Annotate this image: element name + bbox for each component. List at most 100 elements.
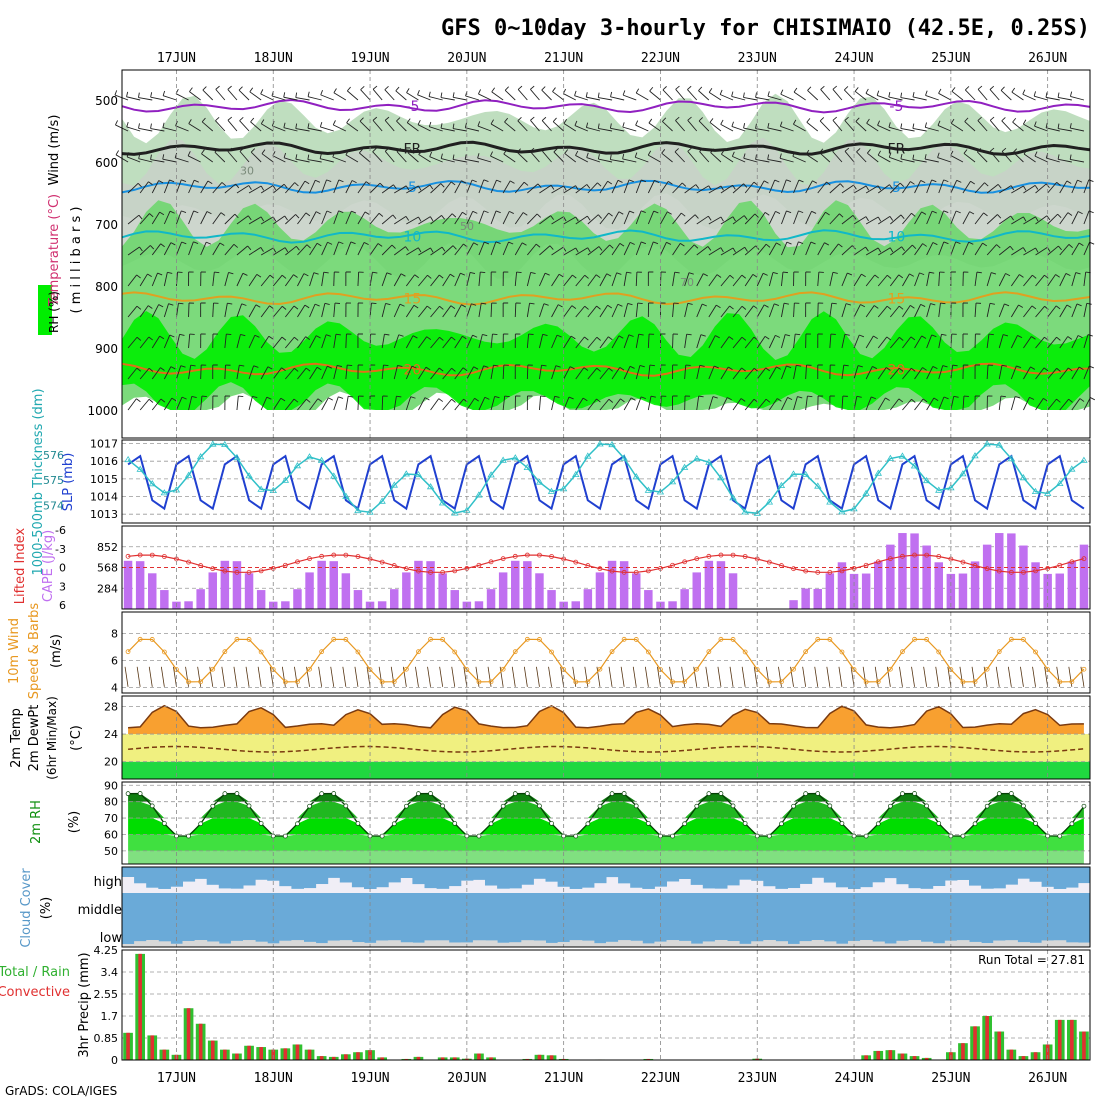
wind-barb (418, 305, 428, 318)
rh2m-point (875, 821, 881, 827)
cloud-high-bar (291, 867, 304, 889)
wind-barb (490, 302, 493, 318)
thickness-point (596, 440, 604, 447)
temp-frame (121, 695, 1091, 780)
wind-barb-flag (315, 211, 321, 215)
wind-barb (248, 216, 262, 225)
rh2m-point (1081, 803, 1087, 809)
wind-barb (937, 157, 951, 163)
wind-barb-flag (662, 117, 667, 122)
wind-barb (587, 274, 597, 287)
cape-bar (801, 588, 810, 609)
cloud-high-bar (376, 867, 389, 888)
wind-barb-flag (694, 214, 699, 219)
upper-ylabel-pressure: ( m i l l i b a r s ) (69, 207, 84, 314)
wind-barb (926, 179, 933, 194)
wind-barb-flag (250, 117, 255, 123)
wind-barb-flag (698, 117, 703, 122)
wind-barb (504, 89, 516, 101)
wind-barb (806, 121, 819, 132)
isotherm-label: 10 (403, 229, 421, 245)
temp-ylabel-3: (6hr Min/Max) (45, 696, 59, 780)
wind-barb (297, 367, 307, 380)
date-bottom-label: 24JUN (834, 1071, 873, 1086)
wind-barb (672, 303, 675, 318)
wind-barb (551, 185, 564, 194)
wind-barb-flag (148, 181, 153, 186)
wind-barb (384, 89, 395, 101)
wind-barb (297, 212, 307, 225)
wind-barb (309, 398, 319, 411)
wind-barb (563, 123, 576, 132)
wind-barb (720, 216, 734, 225)
wind-barb-flag (839, 213, 844, 218)
wind-barb-flag (281, 274, 287, 279)
cloud-high-bar (860, 867, 873, 888)
cape-bar (184, 601, 193, 609)
wind-barb-flag (372, 271, 378, 274)
wind-barb (514, 181, 525, 194)
wind-barb (623, 210, 630, 225)
wind-barb-flag (396, 395, 402, 398)
thickness-point (668, 478, 677, 485)
thickness-point (753, 509, 762, 516)
li-point (670, 562, 675, 568)
precip-conv-bar (271, 1049, 276, 1060)
wind-barb-flag (930, 303, 936, 306)
isotherm-line (121, 140, 1091, 156)
wind-barb (285, 336, 295, 349)
wind-barb (829, 272, 834, 287)
wind-barb-flag (552, 87, 556, 92)
wind-barb-flag (950, 118, 955, 124)
wind-barb (926, 397, 935, 411)
cloud-high-bar (412, 867, 425, 885)
wind-barb (950, 210, 957, 225)
wind-barb-flag (701, 303, 707, 307)
wind-barb-flag (857, 365, 863, 368)
cape-bar (680, 589, 689, 609)
li-point (875, 559, 881, 565)
wind-barb (832, 120, 843, 132)
wind-barb-flag (653, 241, 659, 245)
rh-legend-swatch (38, 285, 52, 335)
wind-barb (756, 212, 766, 225)
wind-barb (1034, 95, 1048, 101)
precip-conv-bar (162, 1049, 167, 1060)
wind-barb (888, 126, 903, 132)
li-point (500, 556, 506, 562)
wind-barb (393, 334, 400, 349)
wind-barb (249, 91, 262, 101)
precip-conv-bar (1033, 1052, 1038, 1060)
wind-barb (731, 95, 746, 101)
wind-barb-flag (627, 303, 633, 306)
wind-barb (466, 242, 474, 256)
wind-barb (563, 93, 576, 101)
cape-bar (474, 601, 484, 609)
wind-barb (442, 367, 452, 380)
cloud-high-bar (775, 867, 788, 889)
wind-barb-flag (764, 336, 770, 340)
wind-barb-flag (283, 92, 286, 98)
wind-barb-flag (871, 396, 877, 400)
wind-barb-flag (873, 305, 879, 309)
cloud-low-bar (969, 941, 982, 947)
wind-barb-flag (889, 184, 893, 189)
wind-barb-flag (178, 302, 184, 305)
wind-barb (260, 397, 268, 411)
wind-barb (466, 303, 472, 318)
wind-barb (250, 121, 262, 132)
wind-barb (285, 214, 296, 225)
wind-barb (744, 336, 755, 349)
wind-barb-flag (351, 210, 357, 214)
wind-barb-flag (952, 364, 958, 367)
wind-barb (878, 215, 891, 225)
wind-barb-flag (536, 213, 542, 218)
wind-barb (442, 398, 452, 411)
wind-barb-flag (937, 120, 941, 126)
wind-barb (768, 272, 774, 287)
wind-barb (781, 179, 787, 194)
wind-barb (844, 151, 855, 163)
wind-barb-flag (1009, 245, 1014, 251)
wind-barb-flag (720, 185, 724, 191)
rh2m-point (488, 821, 494, 827)
